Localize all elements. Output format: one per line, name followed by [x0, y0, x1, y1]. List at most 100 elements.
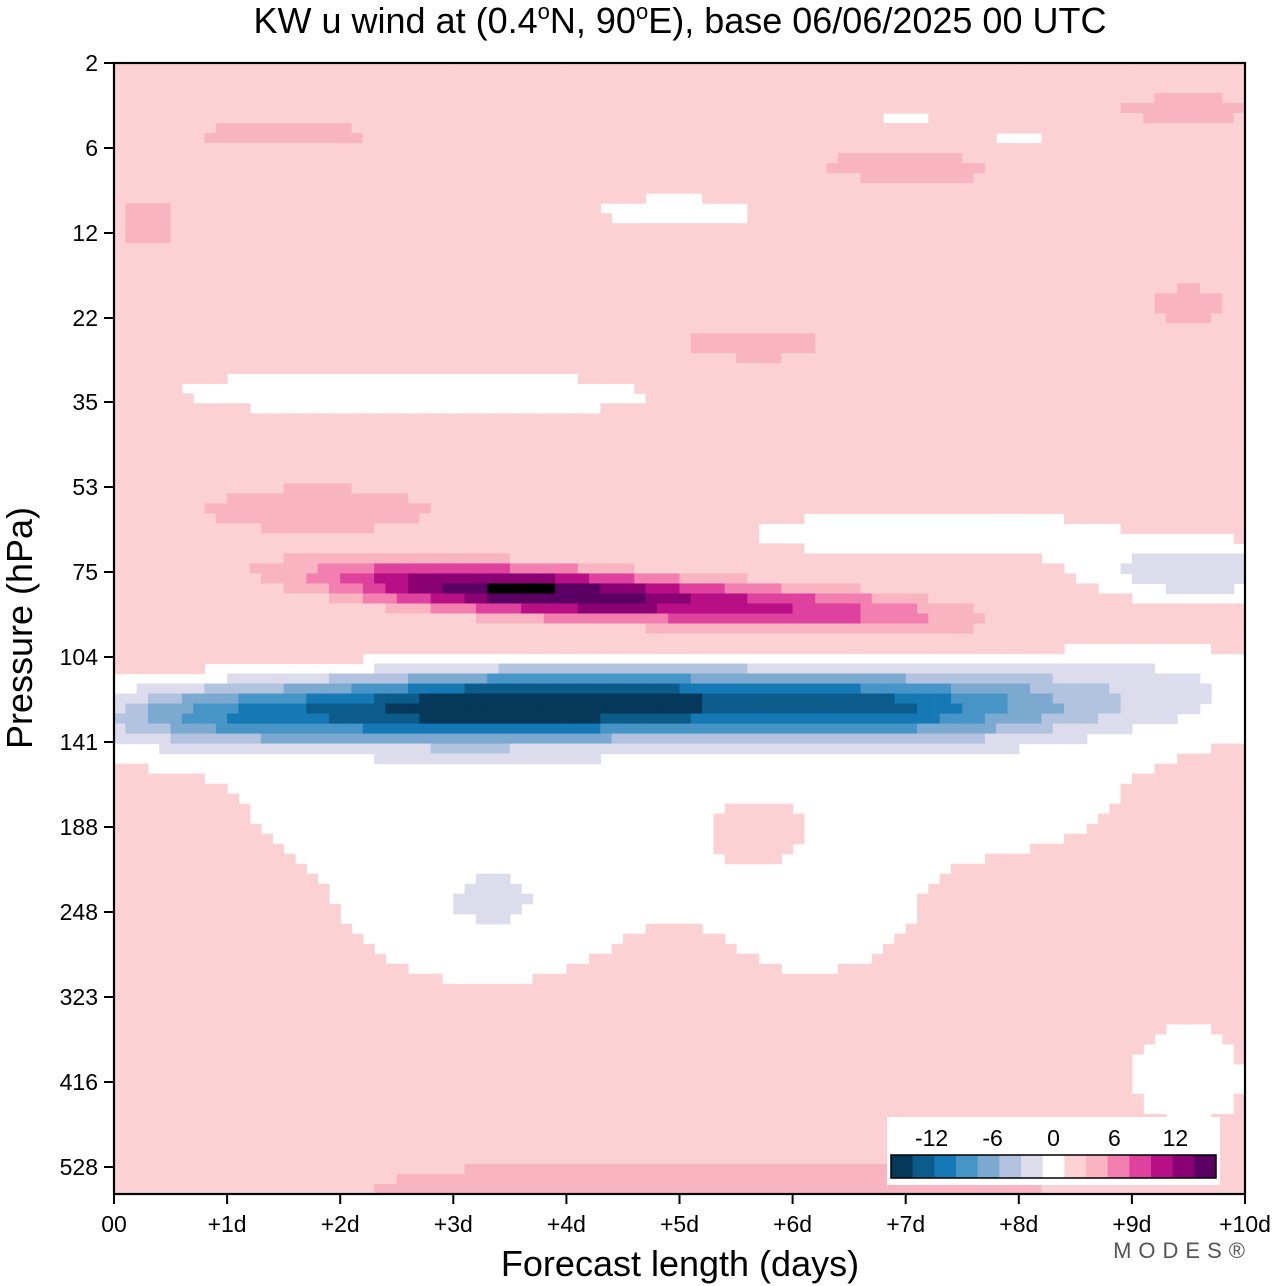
field-cell [1154, 503, 1167, 514]
field-cell [136, 593, 149, 605]
field-cell [385, 153, 398, 164]
field-cell [803, 583, 816, 595]
field-cell [125, 413, 138, 424]
field-cell [317, 73, 330, 84]
field-cell [713, 463, 726, 474]
field-cell [419, 323, 432, 334]
field-cell [238, 103, 251, 114]
field-cell [611, 103, 624, 114]
field-cell [147, 293, 160, 304]
field-cell [249, 63, 262, 74]
field-cell [1211, 153, 1223, 164]
field-cell [645, 333, 658, 344]
field-cell [747, 243, 760, 254]
field-cell [1154, 173, 1167, 184]
field-cell [509, 463, 522, 474]
field-cell [147, 343, 160, 354]
field-cell [159, 513, 172, 525]
field-cell [306, 563, 319, 575]
field-cell [905, 433, 918, 444]
field-cell [498, 123, 511, 134]
field-cell [1177, 563, 1190, 575]
field-cell [1199, 203, 1212, 214]
field-cell [566, 483, 579, 494]
field-cell [408, 313, 420, 324]
field-cell [702, 393, 715, 404]
field-cell [1131, 573, 1144, 585]
field-cell [170, 143, 183, 154]
field-cell [600, 303, 613, 314]
field-cell [238, 533, 251, 545]
field-cell [419, 293, 432, 304]
field-cell [181, 523, 194, 535]
field-cell [577, 183, 590, 194]
field-cell [781, 573, 794, 585]
field-cell [826, 153, 839, 164]
field-cell [170, 513, 183, 525]
field-cell [702, 503, 715, 514]
field-cell [1233, 153, 1245, 164]
field-cell [181, 463, 194, 474]
field-cell [611, 483, 624, 494]
field-cell [125, 153, 138, 164]
field-cell [317, 553, 330, 565]
field-cell [204, 143, 217, 154]
field-cell [883, 123, 895, 134]
field-cell [1109, 113, 1122, 124]
field-cell [125, 173, 138, 184]
field-cell [317, 273, 330, 284]
field-cell [181, 123, 194, 134]
field-cell [543, 233, 556, 244]
field-cell [826, 403, 839, 414]
field-cell [577, 73, 590, 84]
field-cell [464, 293, 477, 304]
field-cell [374, 313, 387, 324]
field-cell [1222, 233, 1235, 244]
field-cell [747, 573, 760, 585]
field-cell [690, 143, 703, 154]
field-cell [815, 393, 828, 404]
field-cell [996, 93, 1009, 104]
field-cell [769, 443, 782, 454]
field-cell [1052, 413, 1065, 424]
field-cell [374, 103, 387, 114]
field-cell [758, 253, 771, 264]
field-cell [1120, 503, 1133, 514]
field-cell [487, 73, 500, 84]
field-cell [408, 193, 420, 204]
field-cell [340, 63, 353, 74]
field-cell [181, 543, 194, 555]
field-cell [441, 263, 454, 274]
field-cell [464, 223, 477, 234]
field-cell [555, 233, 567, 244]
field-cell [1222, 353, 1235, 364]
field-cell [939, 123, 952, 134]
field-cell [1177, 383, 1190, 394]
field-cell [147, 243, 160, 254]
field-cell [328, 283, 341, 294]
field-cell [1211, 483, 1223, 494]
field-cell [656, 513, 669, 525]
field-cell [702, 63, 715, 74]
field-cell [950, 83, 963, 94]
field-cell [894, 233, 907, 244]
field-cell [1188, 263, 1201, 274]
field-cell [905, 453, 918, 464]
field-cell [996, 193, 1009, 204]
field-cell [1222, 393, 1235, 404]
field-cell [1233, 103, 1245, 114]
field-cell [1131, 373, 1144, 384]
field-cell [905, 303, 918, 314]
field-cell [238, 243, 251, 254]
field-cell [973, 293, 986, 304]
field-cell [747, 173, 760, 184]
field-cell [408, 183, 420, 194]
field-cell [1007, 203, 1020, 214]
field-cell [702, 483, 715, 494]
field-cell [1222, 523, 1235, 535]
field-cell [441, 253, 454, 264]
field-cell [193, 273, 206, 284]
field-cell [769, 553, 782, 565]
field-cell [1154, 483, 1167, 494]
field-cell [125, 143, 138, 154]
